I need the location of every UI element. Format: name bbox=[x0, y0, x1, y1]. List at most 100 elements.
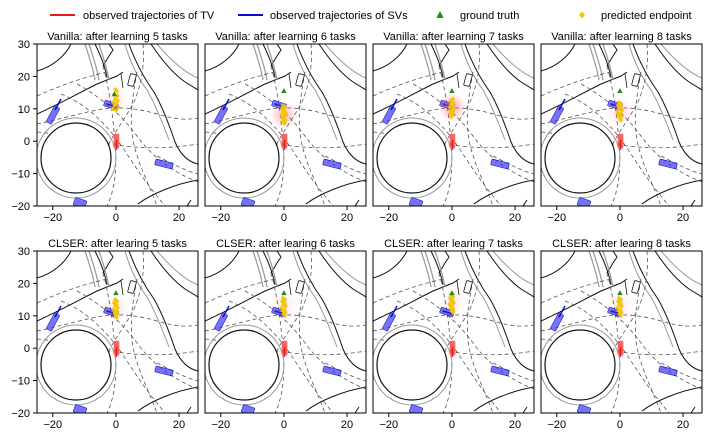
y-tick-label: 10 bbox=[18, 311, 30, 323]
panel-frame bbox=[540, 43, 703, 207]
lane-line bbox=[660, 155, 702, 175]
road-edge-gray bbox=[420, 44, 432, 81]
road-edge bbox=[270, 251, 282, 274]
panel-plot-area bbox=[541, 251, 702, 413]
x-tick-label: 0 bbox=[113, 212, 119, 224]
lane-line bbox=[205, 314, 366, 332]
road-edge bbox=[373, 251, 408, 279]
road-edge-gray bbox=[124, 44, 170, 141]
road-edge-gray bbox=[88, 251, 100, 288]
road-edge bbox=[438, 44, 450, 67]
ground-truth-point bbox=[617, 290, 623, 296]
surrounding-vehicle bbox=[154, 365, 174, 377]
road-map bbox=[205, 251, 366, 413]
road-map bbox=[37, 44, 198, 206]
lane-line bbox=[76, 83, 198, 183]
x-tick-label: −20 bbox=[43, 212, 62, 224]
road-edge bbox=[137, 386, 198, 412]
panel-plot-area bbox=[205, 44, 366, 206]
predicted-endpoint bbox=[619, 303, 624, 309]
road-edge bbox=[128, 44, 198, 165]
predicted-endpoint bbox=[112, 96, 117, 102]
predicted-endpoint bbox=[113, 303, 118, 309]
predicted-endpoint bbox=[450, 112, 455, 118]
x-tick-label: 20 bbox=[341, 419, 353, 431]
roundabout-island bbox=[40, 329, 112, 401]
panel: CLSER: after learing 7 tasks −20 0 20 bbox=[372, 238, 535, 431]
road-edge-gray bbox=[492, 251, 534, 286]
lane-line bbox=[466, 71, 494, 206]
x-tick-label: 20 bbox=[677, 212, 689, 224]
panel-title: Vanilla: after learning 8 tasks bbox=[551, 31, 692, 43]
predicted-endpoint bbox=[447, 301, 452, 308]
panel: Vanilla: after learning 6 tasks −20 0 20 bbox=[204, 31, 367, 224]
parked-vehicle bbox=[631, 280, 641, 294]
lane-line bbox=[580, 83, 702, 183]
road-edge bbox=[288, 280, 292, 296]
road-edge bbox=[354, 406, 360, 413]
x-tick-label: −20 bbox=[379, 212, 398, 224]
road-edge bbox=[541, 44, 576, 72]
surrounding-vehicle bbox=[240, 404, 256, 413]
roundabout-island bbox=[40, 122, 112, 194]
y-tick-label: 10 bbox=[18, 104, 30, 116]
road-edge-gray bbox=[592, 251, 604, 288]
road-edge bbox=[641, 179, 702, 205]
road-edge bbox=[120, 280, 124, 296]
lane-line bbox=[442, 251, 480, 356]
parked-vehicle bbox=[295, 280, 305, 294]
y-tick-label: 20 bbox=[18, 71, 30, 83]
road-edge-gray bbox=[460, 44, 506, 141]
lane-line bbox=[205, 71, 276, 97]
predicted-endpoint bbox=[283, 117, 288, 123]
road-edge bbox=[598, 44, 612, 79]
road-edge bbox=[102, 251, 114, 274]
road-edge-gray bbox=[434, 251, 446, 288]
panel-title: CLSER: after learing 5 tasks bbox=[48, 238, 187, 250]
predicted-endpoint bbox=[451, 300, 456, 306]
road-edge bbox=[186, 199, 192, 206]
y-tick-label: −20 bbox=[11, 408, 30, 420]
road-edge-gray bbox=[492, 44, 534, 79]
surrounding-vehicle bbox=[490, 365, 510, 377]
parked-vehicle bbox=[463, 280, 473, 294]
predicted-endpoint bbox=[282, 107, 287, 114]
y-tick-label: 30 bbox=[18, 39, 30, 51]
road-edge-gray bbox=[156, 44, 198, 79]
road-edge bbox=[37, 71, 124, 115]
lane-line bbox=[324, 362, 366, 382]
predicted-endpoint bbox=[112, 300, 117, 306]
predicted-endpoint bbox=[114, 107, 119, 114]
road-edge bbox=[94, 44, 108, 79]
road-edge bbox=[37, 251, 72, 279]
predicted-endpoint bbox=[282, 300, 287, 306]
parked-vehicle bbox=[127, 280, 137, 294]
y-tick-label: 0 bbox=[24, 136, 30, 148]
surrounding-vehicle bbox=[72, 404, 88, 413]
panel: CLSER: after learing 6 tasks −20 0 20 bbox=[204, 238, 367, 431]
panel-title: CLSER: after learing 7 tasks bbox=[384, 238, 523, 250]
road-map bbox=[37, 251, 198, 413]
road-edge bbox=[541, 278, 628, 322]
road-edge-gray bbox=[460, 251, 506, 348]
road-edge bbox=[262, 44, 276, 79]
lane-line bbox=[492, 362, 534, 382]
parked-vehicle bbox=[631, 73, 641, 87]
predicted-endpoint bbox=[617, 301, 622, 308]
panel-title: CLSER: after learing 8 tasks bbox=[552, 238, 691, 250]
x-tick-label: 0 bbox=[281, 419, 287, 431]
roundabout-island bbox=[376, 329, 448, 401]
road-edge bbox=[473, 179, 534, 205]
road-edge bbox=[205, 278, 292, 322]
parked-vehicle bbox=[295, 73, 305, 87]
predicted-endpoint bbox=[449, 298, 454, 304]
surrounding-vehicle bbox=[408, 404, 424, 413]
lane-line bbox=[610, 44, 648, 149]
road-map bbox=[541, 251, 702, 413]
predicted-endpoint bbox=[112, 297, 117, 303]
road-edge bbox=[296, 251, 366, 372]
lane-line bbox=[412, 83, 534, 183]
lane-line bbox=[298, 71, 326, 206]
predicted-endpoint bbox=[616, 298, 621, 304]
